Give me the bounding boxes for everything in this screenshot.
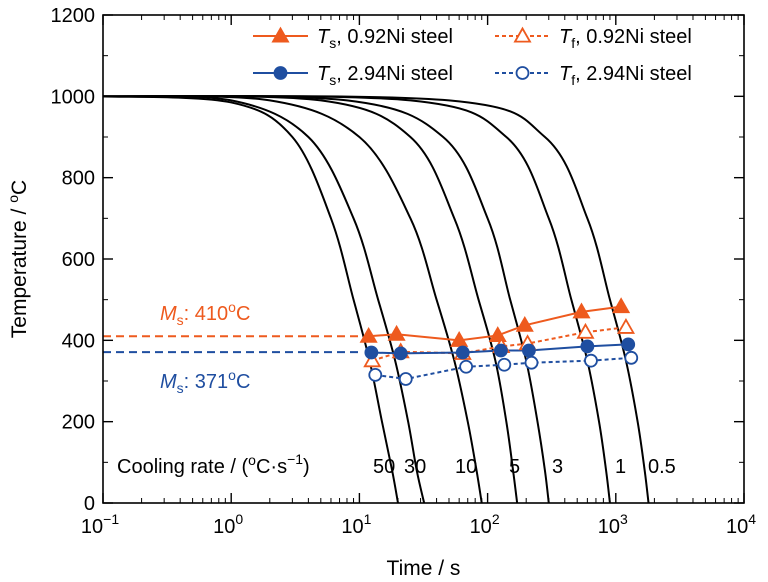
x-tick-label-2: 101	[341, 511, 371, 538]
point-tf_294-0	[368, 367, 383, 382]
point-ts_294-4	[522, 343, 536, 358]
cooling-rate-label: Cooling rate / (oC·s−1)	[117, 451, 310, 478]
y-tick-label-0: 0	[84, 493, 95, 515]
point-tf_092-0	[363, 351, 382, 368]
point-ts_294-0	[364, 345, 379, 360]
legend-marker-tf_294	[515, 66, 530, 80]
legend-marker-ts_294	[273, 66, 288, 80]
cooling-curve-10	[103, 95, 483, 503]
ms-label-371: Ms: 371oC	[160, 367, 250, 396]
point-tf_294-2	[459, 359, 474, 374]
cooling-curve-1	[103, 95, 611, 503]
rate-label-50: 50	[373, 456, 395, 478]
x-axis-title: Time / s	[387, 557, 461, 580]
point-tf_294-5	[584, 353, 598, 368]
legend-label-tf_294: Tf, 2.94Ni steel	[559, 63, 692, 88]
cooling-curve-50	[103, 95, 399, 503]
rate-label-1: 1	[615, 456, 626, 478]
point-tf_092-5	[576, 322, 595, 339]
point-ts_092-0	[359, 326, 378, 343]
x-tick-label-5: 104	[726, 511, 756, 538]
point-ts_294-2	[455, 345, 470, 360]
cooling-curve-5	[103, 95, 519, 503]
data-series	[359, 297, 639, 386]
ms-label-410: Ms: 410oC	[160, 299, 250, 328]
y-tick-label-6: 1200	[51, 5, 96, 27]
point-ts_092-2	[450, 331, 469, 347]
legend: Ts, 0.92Ni steel Tf, 0.92Ni steel Ts, 2.94…	[253, 26, 692, 88]
plot-frame	[102, 14, 745, 504]
point-tf_294-1	[398, 372, 413, 386]
point-ts_294-6	[621, 337, 636, 352]
rate-label-3: 3	[552, 456, 563, 478]
x-tick-label-4: 103	[598, 511, 628, 538]
x-tick-label-1: 100	[213, 511, 243, 538]
cooling-curve-3	[103, 95, 550, 503]
point-ts_092-4	[515, 315, 534, 332]
point-ts_092-6	[612, 297, 631, 314]
point-tf_092-6	[616, 318, 636, 334]
rate-label-0.5: 0.5	[648, 456, 676, 478]
point-ts_294-1	[393, 346, 408, 361]
legend-marker-tf_092	[513, 26, 532, 43]
x-tick-label-0: 10−1	[81, 511, 119, 538]
axes: 10−1 100 101 102 103 104020040060080010001200…	[5, 5, 756, 580]
point-ts_294-3	[494, 343, 508, 358]
y-tick-label-5: 1000	[51, 86, 96, 108]
x-tick-label-3: 102	[470, 511, 500, 538]
point-tf_294-4	[524, 355, 539, 370]
legend-label-ts_092: Ts, 0.92Ni steel	[317, 26, 453, 51]
cooling-curve-0.5	[103, 95, 650, 503]
ms-reference-lines	[103, 335, 363, 354]
legend-marker-ts_092	[271, 26, 290, 43]
y-tick-label-4: 800	[62, 168, 95, 190]
point-ts_092-1	[387, 324, 406, 341]
legend-label-tf_092: Tf, 0.92Ni steel	[559, 26, 692, 51]
y-tick-label-1: 200	[62, 412, 95, 434]
y-tick-label-3: 600	[62, 249, 95, 271]
point-ts_092-5	[572, 302, 591, 319]
rate-label-30: 30	[404, 456, 426, 478]
y-tick-label-2: 400	[62, 330, 95, 352]
point-ts_294-5	[580, 339, 595, 354]
legend-label-ts_294: Ts, 2.94Ni steel	[317, 63, 453, 88]
annotations: Ms: 410oC Ms: 371oC Cooling rate / (oC·s−1…	[117, 299, 676, 478]
rate-label-10: 10	[455, 456, 477, 478]
rate-label-5: 5	[509, 456, 520, 478]
y-axis-title: Temperature / oC	[5, 180, 31, 338]
cooling-curves	[103, 95, 650, 503]
point-tf_294-6	[624, 350, 639, 365]
point-tf_294-3	[497, 357, 512, 372]
cooling-curve-30	[103, 95, 426, 503]
